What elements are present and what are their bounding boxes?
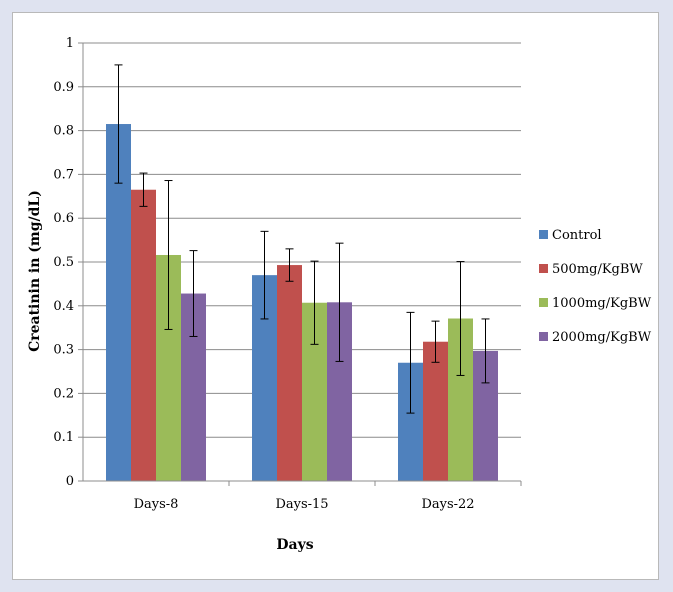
legend-label: 1000mg/KgBW [552, 296, 652, 311]
y-tick-label: 0.8 [53, 124, 74, 139]
x-tick-label: Days-8 [134, 497, 179, 512]
legend-swatch [539, 230, 548, 239]
y-tick-label: 0.2 [53, 386, 74, 401]
legend-swatch [539, 298, 548, 307]
bar [423, 341, 448, 481]
x-axis-title: Days [276, 537, 313, 553]
legend-swatch [539, 332, 548, 341]
y-tick-label: 0 [66, 474, 74, 489]
bar [277, 265, 302, 481]
legend: Control 500mg/KgBW 1000mg/KgBW 2000mg/KgBW [539, 228, 652, 345]
bars [106, 124, 498, 482]
error-bars [114, 64, 490, 414]
y-tick-label: 0.4 [53, 299, 74, 314]
y-tick-label: 0.5 [53, 255, 74, 270]
x-tick-label: Days-15 [275, 497, 328, 512]
x-tick-label: Days-22 [421, 497, 474, 512]
axes: 0 0.1 0.2 0.3 0.4 0.5 0.6 0.7 0.8 0.9 1 Days-8 Days-… [53, 36, 522, 512]
y-axis-title: Creatinin in (mg/dL) [27, 190, 43, 352]
y-tick-label: 0.9 [53, 80, 74, 95]
y-tick-label: 0.3 [53, 343, 74, 358]
legend-label: Control [552, 228, 602, 243]
legend-label: 2000mg/KgBW [552, 330, 652, 345]
legend-swatch [539, 264, 548, 273]
bar [131, 189, 156, 482]
chart-frame: 0 0.1 0.2 0.3 0.4 0.5 0.6 0.7 0.8 0.9 1 Days-8 Days-… [12, 12, 659, 580]
y-tick-label: 0.1 [53, 430, 74, 445]
legend-label: 500mg/KgBW [552, 262, 643, 277]
y-tick-label: 0.6 [53, 211, 74, 226]
y-tick-label: 1 [66, 36, 74, 51]
bar-chart: 0 0.1 0.2 0.3 0.4 0.5 0.6 0.7 0.8 0.9 1 Days-8 Days-… [27, 36, 652, 553]
y-tick-label: 0.7 [53, 167, 74, 182]
